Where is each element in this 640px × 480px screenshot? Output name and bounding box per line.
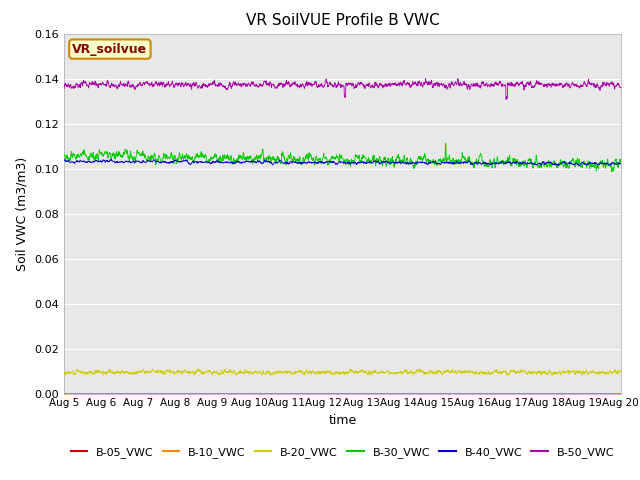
Y-axis label: Soil VWC (m3/m3): Soil VWC (m3/m3) — [16, 156, 29, 271]
X-axis label: time: time — [328, 414, 356, 427]
Legend: B-05_VWC, B-10_VWC, B-20_VWC, B-30_VWC, B-40_VWC, B-50_VWC: B-05_VWC, B-10_VWC, B-20_VWC, B-30_VWC, … — [66, 443, 619, 462]
Text: VR_soilvue: VR_soilvue — [72, 43, 147, 56]
Title: VR SoilVUE Profile B VWC: VR SoilVUE Profile B VWC — [246, 13, 439, 28]
